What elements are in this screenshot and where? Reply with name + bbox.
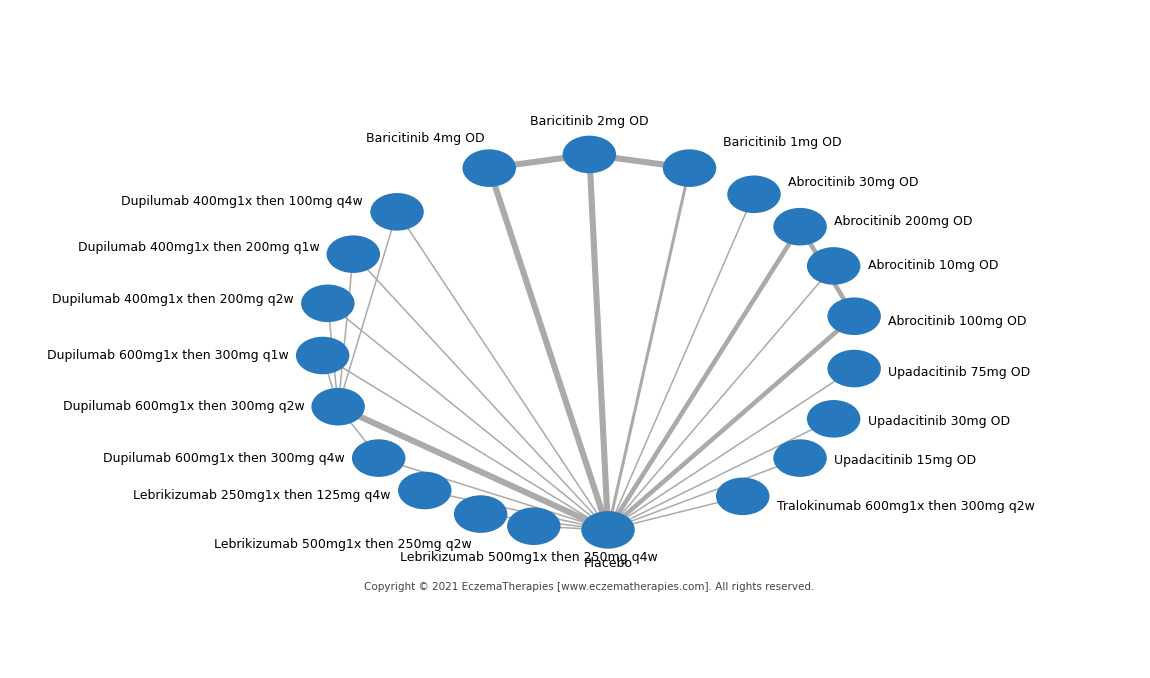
Text: Abrocitinib 30mg OD: Abrocitinib 30mg OD bbox=[788, 176, 919, 189]
Text: Lebrikizumab 500mg1x then 250mg q2w: Lebrikizumab 500mg1x then 250mg q2w bbox=[214, 538, 472, 551]
Text: Baricitinib 4mg OD: Baricitinib 4mg OD bbox=[366, 132, 485, 145]
Ellipse shape bbox=[454, 496, 507, 533]
Text: Upadacitinib 30mg OD: Upadacitinib 30mg OD bbox=[867, 415, 1010, 428]
Ellipse shape bbox=[807, 400, 860, 437]
Ellipse shape bbox=[370, 193, 424, 231]
Ellipse shape bbox=[301, 285, 354, 322]
Text: Dupilumab 400mg1x then 100mg q4w: Dupilumab 400mg1x then 100mg q4w bbox=[122, 195, 363, 208]
Text: Placebo: Placebo bbox=[583, 557, 632, 570]
Text: Dupilumab 600mg1x then 300mg q1w: Dupilumab 600mg1x then 300mg q1w bbox=[47, 349, 289, 362]
Ellipse shape bbox=[662, 149, 716, 187]
Text: Copyright © 2021 EczemaTherapies [www.eczematherapies.com]. All rights reserved.: Copyright © 2021 EczemaTherapies [www.ec… bbox=[365, 582, 814, 592]
Text: Dupilumab 400mg1x then 200mg q1w: Dupilumab 400mg1x then 200mg q1w bbox=[78, 241, 320, 254]
Ellipse shape bbox=[312, 388, 365, 426]
Text: Abrocitinib 200mg OD: Abrocitinib 200mg OD bbox=[834, 215, 973, 228]
Text: Baricitinib 1mg OD: Baricitinib 1mg OD bbox=[723, 136, 842, 149]
Ellipse shape bbox=[773, 208, 827, 245]
Ellipse shape bbox=[773, 439, 827, 477]
Ellipse shape bbox=[827, 298, 881, 335]
Ellipse shape bbox=[807, 247, 860, 285]
Ellipse shape bbox=[827, 350, 881, 387]
Text: Abrocitinib 100mg OD: Abrocitinib 100mg OD bbox=[888, 315, 1027, 328]
Text: Upadacitinib 15mg OD: Upadacitinib 15mg OD bbox=[834, 454, 976, 467]
Ellipse shape bbox=[581, 511, 635, 549]
Text: Lebrikizumab 250mg1x then 125mg q4w: Lebrikizumab 250mg1x then 125mg q4w bbox=[133, 490, 391, 502]
Text: Abrocitinib 10mg OD: Abrocitinib 10mg OD bbox=[867, 260, 998, 273]
Text: Dupilumab 400mg1x then 200mg q2w: Dupilumab 400mg1x then 200mg q2w bbox=[52, 293, 294, 306]
Text: Lebrikizumab 500mg1x then 250mg q4w: Lebrikizumab 500mg1x then 250mg q4w bbox=[400, 551, 658, 564]
Ellipse shape bbox=[296, 337, 350, 374]
Text: Baricitinib 2mg OD: Baricitinib 2mg OD bbox=[530, 115, 649, 128]
Ellipse shape bbox=[716, 477, 769, 515]
Ellipse shape bbox=[727, 176, 781, 213]
Ellipse shape bbox=[462, 149, 516, 187]
Ellipse shape bbox=[507, 507, 560, 545]
Text: Tralokinumab 600mg1x then 300mg q2w: Tralokinumab 600mg1x then 300mg q2w bbox=[776, 500, 1035, 513]
Text: Dupilumab 600mg1x then 300mg q4w: Dupilumab 600mg1x then 300mg q4w bbox=[104, 452, 345, 464]
Text: Dupilumab 600mg1x then 300mg q2w: Dupilumab 600mg1x then 300mg q2w bbox=[62, 400, 305, 413]
Text: Upadacitinib 75mg OD: Upadacitinib 75mg OD bbox=[888, 366, 1030, 379]
Ellipse shape bbox=[562, 136, 616, 174]
Ellipse shape bbox=[327, 235, 380, 273]
Ellipse shape bbox=[398, 472, 452, 509]
Ellipse shape bbox=[352, 439, 406, 477]
